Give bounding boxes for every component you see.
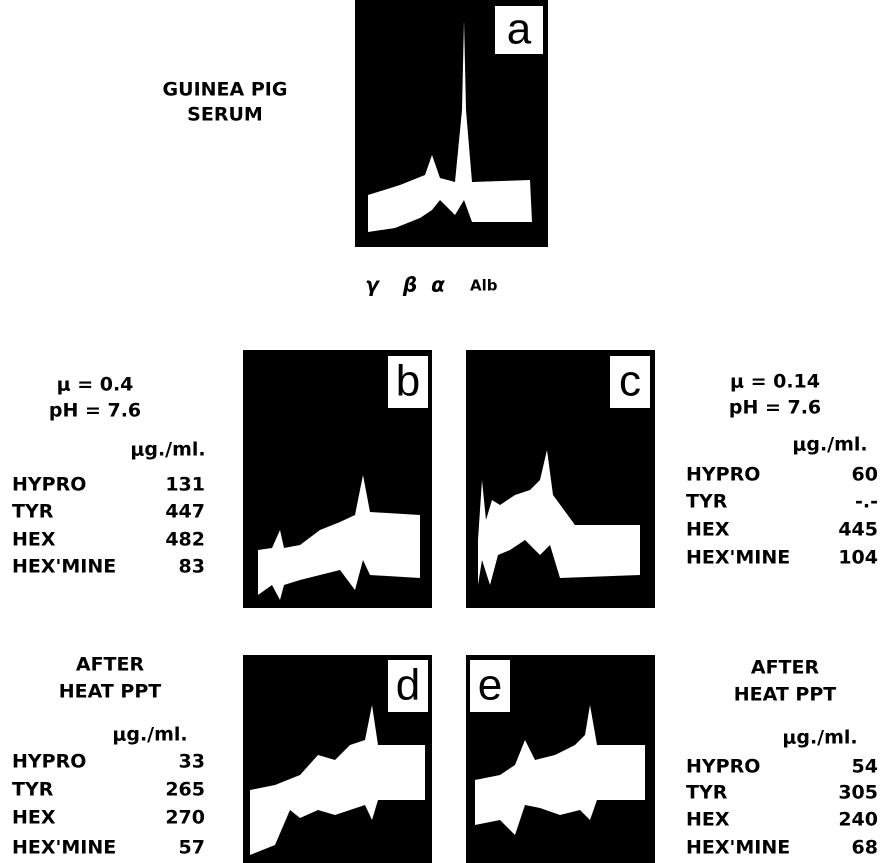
row-value: 33 (179, 751, 205, 773)
table-heading: μ = 0.14 (730, 371, 820, 393)
row-value: -.- (855, 491, 878, 513)
panel-label: e (478, 661, 502, 710)
row-name: TYR (686, 782, 728, 804)
panel-label: c (619, 357, 641, 406)
unit-label: μg./ml. (792, 434, 867, 456)
row-name: HEX'MINE (12, 556, 116, 578)
row-value: 270 (165, 807, 205, 829)
row-name: TYR (12, 779, 54, 801)
axis-label: γ (365, 273, 380, 297)
row-value: 68 (852, 837, 878, 859)
table-heading: pH = 7.6 (49, 400, 141, 422)
row-value: 265 (165, 779, 205, 801)
row-name: HYPRO (12, 751, 86, 773)
table-heading: AFTER (751, 657, 820, 679)
row-name: HYPRO (12, 474, 86, 496)
panel-label: a (507, 5, 532, 54)
row-name: TYR (12, 501, 54, 523)
axis-label: Alb (470, 277, 498, 295)
row-name: HYPRO (686, 464, 760, 486)
row-name: HEX'MINE (686, 837, 790, 859)
unit-label: μg./ml. (130, 439, 205, 461)
row-value: 445 (838, 519, 878, 541)
axis-label: α (431, 273, 445, 297)
row-value: 305 (838, 782, 878, 804)
page: { "header": {"title_lines": ["GUINEA PIG… (0, 0, 883, 863)
row-value: 240 (838, 809, 878, 831)
row-value: 54 (852, 756, 878, 778)
row-value: 131 (165, 474, 205, 496)
table-heading: HEAT PPT (734, 684, 837, 706)
title-line: SERUM (187, 104, 263, 126)
table-heading: pH = 7.6 (729, 397, 821, 419)
row-name: HEX (686, 809, 730, 831)
unit-label: μg./ml. (112, 724, 187, 746)
row-value: 83 (179, 556, 205, 578)
row-value: 60 (852, 464, 878, 486)
axis-label: β (402, 273, 417, 297)
row-name: HEX (12, 807, 56, 829)
row-value: 104 (838, 547, 878, 569)
row-name: HEX'MINE (12, 837, 116, 859)
title-line: GUINEA PIG (163, 79, 288, 101)
row-value: 57 (179, 837, 205, 859)
row-value: 447 (165, 501, 205, 523)
row-name: HEX (12, 529, 56, 551)
unit-label: μg./ml. (782, 727, 857, 749)
table-heading: AFTER (76, 654, 145, 676)
row-name: HYPRO (686, 756, 760, 778)
table-heading: μ = 0.4 (57, 374, 134, 396)
row-name: HEX (686, 519, 730, 541)
panel-label: b (396, 357, 420, 406)
row-name: HEX'MINE (686, 547, 790, 569)
row-name: TYR (686, 491, 728, 513)
table-heading: HEAT PPT (59, 681, 162, 703)
panel-label: d (396, 661, 420, 710)
row-value: 482 (165, 529, 205, 551)
figure: GUINEA PIG SERUM a b c d e γβα Alb μ = 0.4 pH = … (0, 0, 883, 863)
